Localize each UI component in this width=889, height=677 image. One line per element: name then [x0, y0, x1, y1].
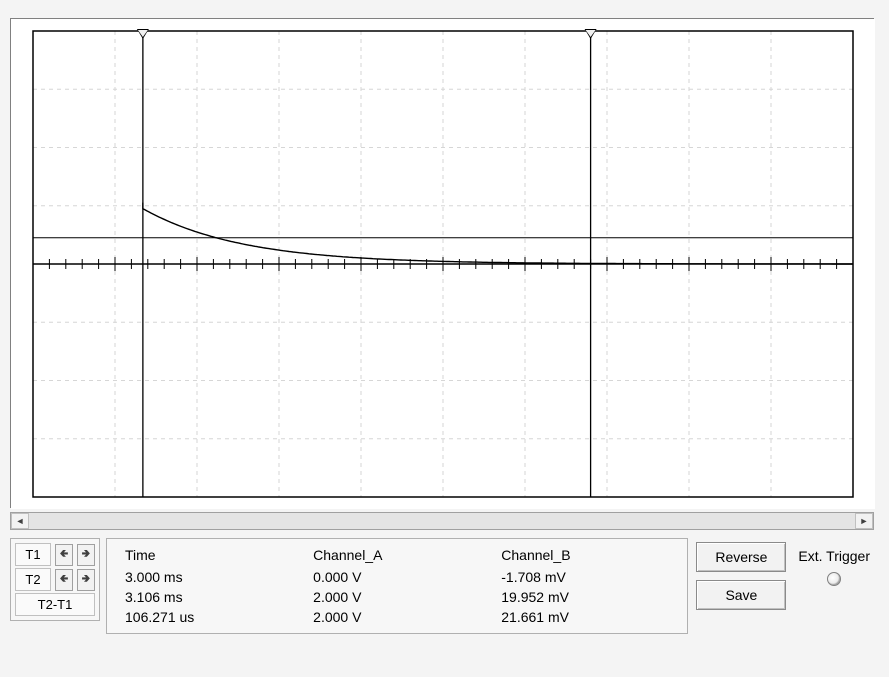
readout-cell: 19.952 mV — [491, 587, 679, 607]
readout-cell: 106.271 us — [115, 607, 303, 627]
readout-cell: -1.708 mV — [491, 567, 679, 587]
cursor-controls: T1 🢀 🢂 T2 🢀 🢂 T2-T1 — [10, 538, 100, 621]
readout-row: 3.000 ms0.000 V-1.708 mV — [115, 567, 679, 587]
scope-svg — [11, 19, 875, 509]
cursor-diff-row: T2-T1 — [15, 593, 95, 616]
cursor-t1-label: T1 — [15, 543, 51, 566]
action-buttons: Reverse Save — [694, 538, 788, 614]
readout-cell: 3.000 ms — [115, 567, 303, 587]
readout-cell: 3.106 ms — [115, 587, 303, 607]
ext-trigger-indicator[interactable] — [827, 572, 841, 586]
cursor-t2-row: T2 🢀 🢂 — [15, 568, 95, 591]
time-scrollbar[interactable]: ◄ ► — [10, 512, 874, 530]
cursor-t2-label: T2 — [15, 568, 51, 591]
col-time: Time — [115, 545, 303, 567]
t2-left-button[interactable]: 🢀 — [55, 569, 73, 591]
ext-trigger-group: Ext. Trigger — [794, 538, 874, 586]
readout-row: 106.271 us2.000 V21.661 mV — [115, 607, 679, 627]
t1-right-button[interactable]: 🢂 — [77, 544, 95, 566]
readout-cell: 21.661 mV — [491, 607, 679, 627]
readout-cell: 2.000 V — [303, 587, 491, 607]
scope-display[interactable] — [10, 18, 874, 508]
t2-right-button[interactable]: 🢂 — [77, 569, 95, 591]
measurement-readout: Time Channel_A Channel_B 3.000 ms0.000 V… — [106, 538, 688, 634]
readout-cell: 0.000 V — [303, 567, 491, 587]
readout-cell: 2.000 V — [303, 607, 491, 627]
col-channel-a: Channel_A — [303, 545, 491, 567]
t1-left-button[interactable]: 🢀 — [55, 544, 73, 566]
oscilloscope-panel: ◄ ► T1 🢀 🢂 T2 🢀 🢂 T2-T1 Ti — [0, 0, 889, 677]
bottom-controls: T1 🢀 🢂 T2 🢀 🢂 T2-T1 Time Channel_A Chan — [10, 538, 874, 634]
cursor-diff-label: T2-T1 — [15, 593, 95, 616]
save-button[interactable]: Save — [696, 580, 786, 610]
ext-trigger-label: Ext. Trigger — [798, 548, 870, 564]
scroll-left-button[interactable]: ◄ — [11, 513, 29, 529]
reverse-button[interactable]: Reverse — [696, 542, 786, 572]
cursor-t1-row: T1 🢀 🢂 — [15, 543, 95, 566]
readout-header-row: Time Channel_A Channel_B — [115, 545, 679, 567]
readout-row: 3.106 ms2.000 V19.952 mV — [115, 587, 679, 607]
readout-table: Time Channel_A Channel_B 3.000 ms0.000 V… — [115, 545, 679, 627]
col-channel-b: Channel_B — [491, 545, 679, 567]
scroll-track[interactable] — [29, 513, 855, 529]
scroll-right-button[interactable]: ► — [855, 513, 873, 529]
